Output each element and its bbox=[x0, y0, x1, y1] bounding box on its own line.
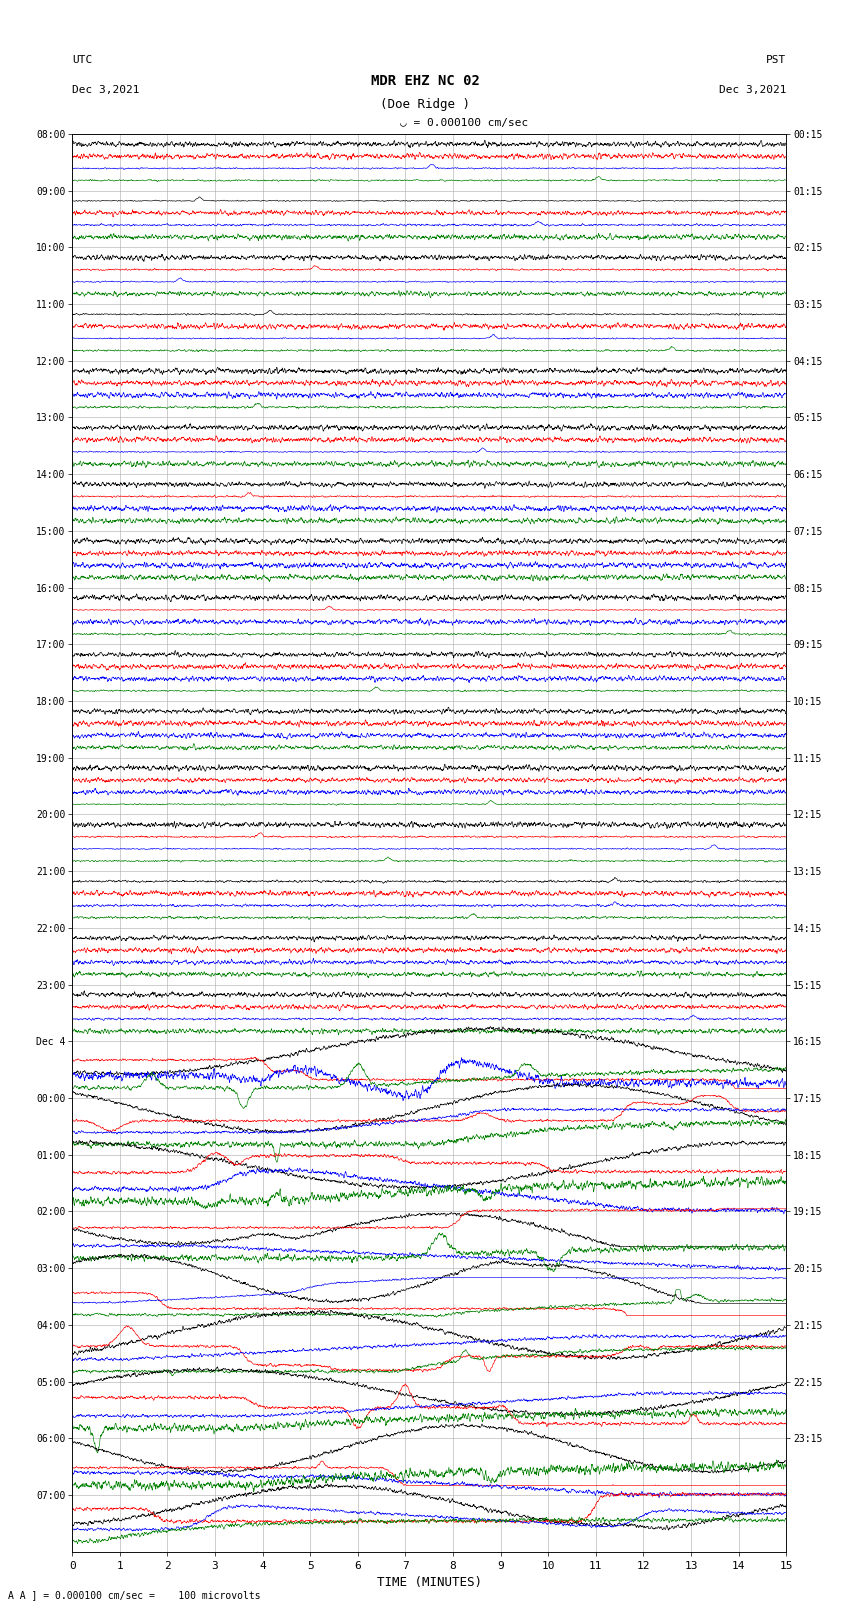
Text: PST: PST bbox=[766, 55, 786, 65]
X-axis label: TIME (MINUTES): TIME (MINUTES) bbox=[377, 1576, 482, 1589]
Text: Dec 3,2021: Dec 3,2021 bbox=[719, 85, 786, 95]
Text: A A ] = 0.000100 cm/sec =    100 microvolts: A A ] = 0.000100 cm/sec = 100 microvolts bbox=[8, 1590, 261, 1600]
Text: ◡ = 0.000100 cm/sec: ◡ = 0.000100 cm/sec bbox=[400, 118, 528, 127]
Text: UTC: UTC bbox=[72, 55, 93, 65]
Text: MDR EHZ NC 02: MDR EHZ NC 02 bbox=[371, 74, 479, 89]
Text: Dec 3,2021: Dec 3,2021 bbox=[72, 85, 139, 95]
Text: (Doe Ridge ): (Doe Ridge ) bbox=[380, 98, 470, 111]
